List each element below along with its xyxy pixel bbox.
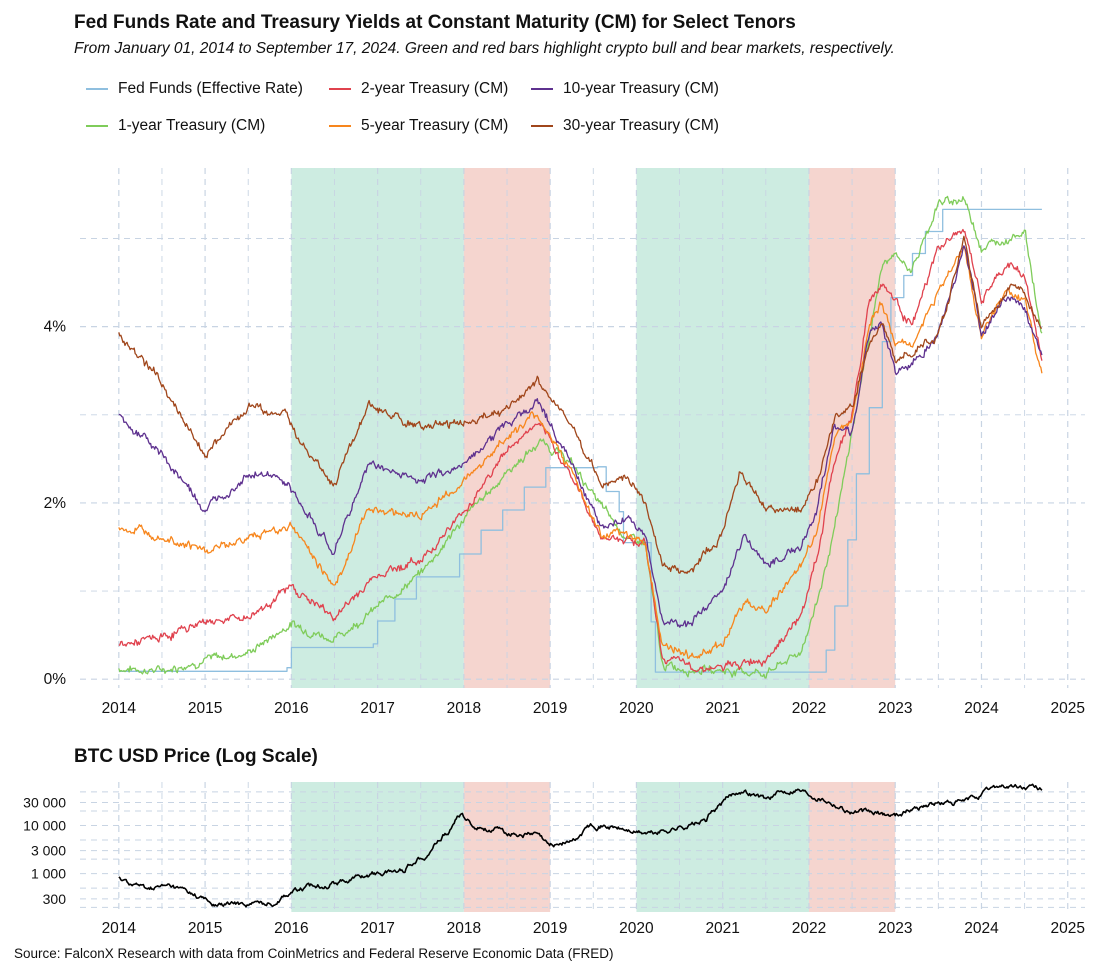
chart-title: Fed Funds Rate and Treasury Yields at Co… [74, 12, 796, 33]
x-tick-label: 2017 [360, 700, 394, 717]
x-tick-label: 2016 [274, 920, 308, 937]
y-tick-label: 300 [43, 891, 67, 907]
x-tick-label: 2019 [533, 700, 567, 717]
legend-item-fed-funds: Fed Funds (Effective Rate) [86, 80, 303, 98]
chart-subtitle: From January 01, 2014 to September 17, 2… [74, 40, 895, 57]
bull-market-band-0 [291, 782, 464, 912]
legend-label: 30-year Treasury (CM) [563, 117, 719, 134]
series-line-4 [118, 245, 1043, 628]
legend-swatch [86, 125, 108, 127]
legend-swatch [86, 88, 108, 90]
series-line-5 [118, 235, 1043, 575]
x-tick-label: 2021 [705, 700, 739, 717]
x-tick-label: 2025 [1051, 920, 1085, 937]
x-tick-label: 2025 [1051, 700, 1085, 717]
x-tick-label: 2022 [792, 920, 826, 937]
x-tick-label: 2014 [102, 920, 137, 937]
legend-swatch [329, 125, 351, 127]
bear-market-band-3 [808, 782, 896, 912]
x-tick-label: 2020 [619, 920, 654, 937]
legend-swatch [329, 88, 351, 90]
legend-swatch [531, 125, 553, 127]
y-tick-label: 4% [44, 319, 67, 336]
x-tick-label: 2024 [964, 920, 999, 937]
x-tick-label: 2018 [447, 920, 481, 937]
legend: Fed Funds (Effective Rate) 2-year Treasu… [86, 80, 786, 144]
x-tick-label: 2023 [878, 700, 912, 717]
x-tick-label: 2023 [878, 920, 912, 937]
legend-label: 10-year Treasury (CM) [563, 80, 719, 97]
legend-label: 5-year Treasury (CM) [361, 117, 509, 134]
y-tick-label: 10 000 [23, 817, 66, 833]
series-line-0 [118, 208, 1042, 673]
series-line-3 [118, 245, 1043, 660]
x-tick-label: 2015 [188, 920, 222, 937]
series-line-2 [118, 228, 1043, 673]
bull-market-band-2 [636, 782, 809, 912]
legend-item-10-year: 10-year Treasury (CM) [531, 80, 719, 98]
x-tick-label: 2020 [619, 700, 654, 717]
y-tick-label: 2% [44, 495, 67, 512]
series-line-1 [118, 195, 1043, 679]
y-tick-label: 30 000 [23, 795, 66, 811]
series-line-btc [118, 783, 1043, 908]
legend-item-2-year: 2-year Treasury (CM) [329, 80, 508, 98]
x-tick-label: 2017 [360, 920, 394, 937]
y-tick-label: 0% [44, 671, 67, 688]
x-tick-label: 2016 [274, 700, 308, 717]
x-tick-label: 2018 [447, 700, 481, 717]
y-tick-label: 1 000 [31, 866, 66, 882]
legend-swatch [531, 88, 553, 90]
x-tick-label: 2015 [188, 700, 222, 717]
x-tick-label: 2014 [102, 700, 137, 717]
legend-item-5-year: 5-year Treasury (CM) [329, 117, 508, 135]
x-tick-label: 2019 [533, 920, 567, 937]
btc-chart-title: BTC USD Price (Log Scale) [74, 746, 318, 767]
x-tick-label: 2024 [964, 700, 999, 717]
legend-item-30-year: 30-year Treasury (CM) [531, 117, 719, 135]
x-tick-label: 2021 [705, 920, 739, 937]
legend-label: Fed Funds (Effective Rate) [118, 80, 303, 97]
legend-label: 2-year Treasury (CM) [361, 80, 509, 97]
y-tick-label: 3 000 [31, 843, 66, 859]
legend-item-1-year: 1-year Treasury (CM) [86, 117, 265, 135]
legend-label: 1-year Treasury (CM) [118, 117, 266, 134]
x-tick-label: 2022 [792, 700, 826, 717]
source-note: Source: FalconX Research with data from … [14, 946, 614, 961]
bear-market-band-1 [463, 782, 551, 912]
